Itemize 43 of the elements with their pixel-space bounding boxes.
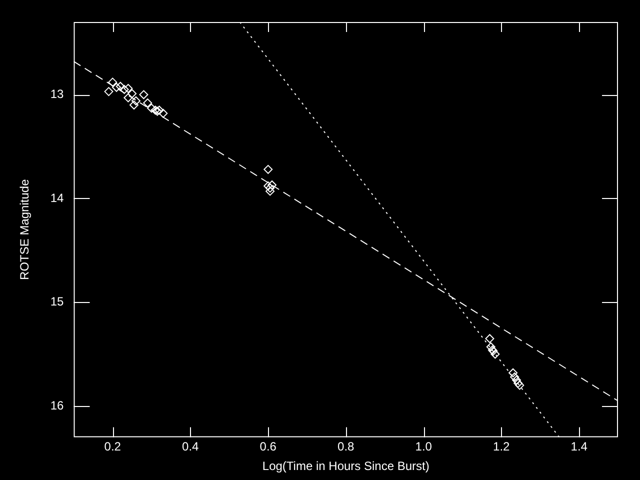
- point: [120, 84, 129, 94]
- x-tick-label: 0.8: [338, 440, 355, 454]
- point: [131, 96, 140, 106]
- point: [158, 108, 168, 118]
- point: [108, 78, 118, 87]
- point: [486, 342, 496, 352]
- point: [104, 87, 114, 96]
- point: [266, 184, 275, 193]
- x-tick-label: 0.6: [260, 440, 277, 454]
- point: [124, 84, 133, 93]
- point: [510, 372, 520, 382]
- point: [514, 378, 523, 388]
- x-tick-label: 0.4: [182, 440, 200, 454]
- point: [264, 164, 273, 174]
- x-tick-label: 1.4: [570, 440, 588, 454]
- point: [128, 89, 137, 98]
- y-tick-label: 15: [50, 294, 64, 309]
- x-tick-label: 1.2: [493, 440, 510, 454]
- point: [143, 98, 152, 108]
- point: [508, 368, 518, 378]
- point: [147, 104, 156, 113]
- point: [152, 106, 162, 116]
- point: [130, 100, 139, 110]
- y-tick-label: 13: [50, 86, 64, 101]
- point: [139, 90, 148, 100]
- point: [515, 380, 524, 390]
- y-tick-label: 16: [50, 398, 64, 412]
- y-axis-title: ROTSE Magnitude: [18, 178, 32, 280]
- x-tick-label: 0.2: [104, 440, 122, 454]
- point: [264, 182, 273, 191]
- point: [485, 334, 494, 344]
- x-axis-title: Log(Time in Hours Since Burst): [262, 459, 430, 474]
- point: [124, 93, 133, 102]
- point: [116, 82, 125, 91]
- point: [268, 180, 277, 190]
- point: [490, 350, 500, 359]
- point: [150, 106, 160, 115]
- point: [154, 106, 164, 115]
- point: [266, 186, 275, 196]
- y-tick-label: 14: [50, 190, 64, 205]
- x-tick-label: 1.0: [415, 440, 432, 454]
- point: [512, 376, 522, 385]
- point: [112, 82, 122, 92]
